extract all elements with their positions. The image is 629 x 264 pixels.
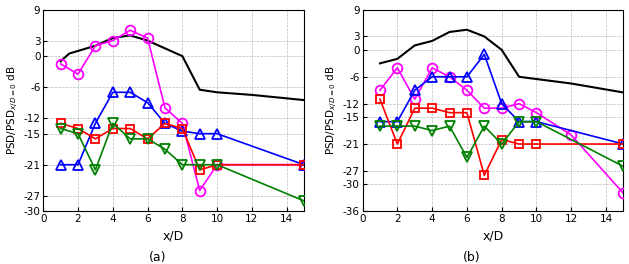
Y-axis label: PSD/PSD$_{x/D=0}$ dB: PSD/PSD$_{x/D=0}$ dB bbox=[325, 65, 340, 155]
Text: (a): (a) bbox=[148, 251, 166, 264]
Y-axis label: PSD/PSD$_{x/D=0}$ dB: PSD/PSD$_{x/D=0}$ dB bbox=[6, 65, 21, 155]
X-axis label: x/D: x/D bbox=[482, 230, 504, 243]
Text: (b): (b) bbox=[463, 251, 481, 264]
X-axis label: x/D: x/D bbox=[163, 230, 184, 243]
